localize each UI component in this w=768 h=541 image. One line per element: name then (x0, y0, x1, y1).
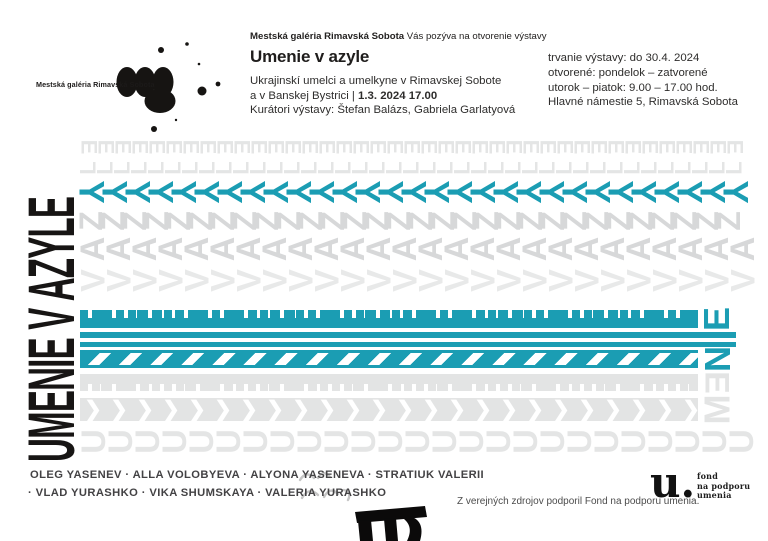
pattern-row-i-stripes (80, 332, 736, 347)
gallery-name-bold: Mestská galéria Rimavská Sobota (250, 31, 405, 42)
curators-line: Kurátori výstavy: Štefan Balázs, Gabriel… (250, 104, 516, 117)
artists-line-2: · VLAD YURASHKO · VIKA SHUMSKAYA · VALER… (28, 487, 387, 499)
subtitle-line-2-pre: a v Banskej Bystrici | (250, 89, 359, 102)
pattern-row-n-hazard: N (80, 346, 738, 372)
pattern-row-e-teeth: E (80, 371, 736, 394)
pattern-row-e-battlement: E (80, 307, 737, 331)
info-duration: trvanie výstavy: do 30.4. 2024 (548, 52, 700, 64)
fpu-text-line-1: fond (697, 471, 718, 481)
artists-line-1: OLEG YASENEV · ALLA VOLOBYEVA · ALYONA Y… (30, 469, 485, 481)
gallery-name: Mestská galéria Rimavská Sobota (36, 80, 155, 89)
info-block: trvanie výstavy: do 30.4. 2024 otvorené:… (548, 51, 738, 110)
info-address: Hlavné námestie 5, Rimavská Sobota (548, 96, 738, 109)
fpu-text-line-3: umenia (697, 490, 732, 501)
exhibition-title: Umenie v azyle (250, 47, 370, 66)
fpu-logo: u. (650, 458, 696, 507)
subtitle-line-2: a v Banskej Bystrici | 1.3. 2024 17.00 (250, 89, 550, 104)
brush-scribble (355, 506, 427, 541)
header-block: Mestská galéria Rimavská Sobota Vás pozý… (250, 31, 550, 118)
fpu-logo-text: fond na podporu umenia (697, 471, 751, 501)
funding-credit: Z verejných zdrojov podporil Fond na pod… (457, 496, 700, 507)
pattern-row-m-chevrons: ❯❯❯❯❯❯❯❯❯❯❯❯❯❯❯❯❯❯❯❯❯❯❯❯M (80, 395, 737, 425)
invite-line: Mestská galéria Rimavská Sobota Vás pozý… (250, 31, 550, 42)
info-open-hours: utorok – piatok: 9.00 – 17.00 hod. (548, 81, 718, 94)
invite-rest: Vás pozýva na otvorenie výstavy (404, 31, 547, 42)
pencil-scribble (298, 472, 351, 502)
pattern-row-m-chevrons-final-letter: M (696, 394, 737, 425)
fpu-text-line-2: na podporu (697, 480, 751, 491)
opening-datetime: 1.3. 2024 17.00 (358, 89, 438, 102)
info-open-monday: otvorené: pondelok – zatvorené (548, 66, 708, 79)
subtitle-line-1: Ukrajinskí umelci a umelkyne v Rimavskej… (250, 75, 502, 87)
